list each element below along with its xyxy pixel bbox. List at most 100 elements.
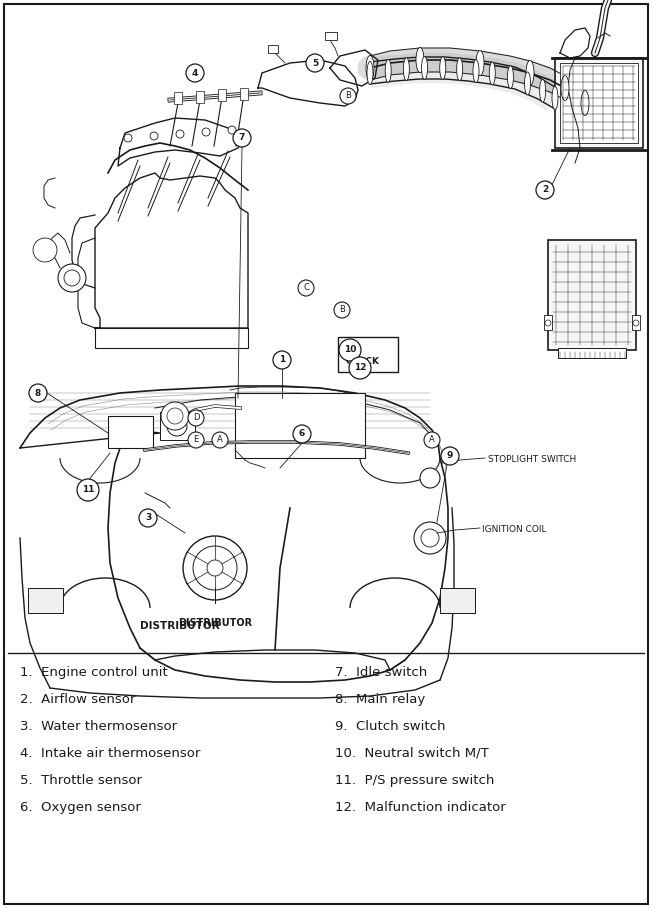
Circle shape xyxy=(441,447,459,465)
Circle shape xyxy=(293,425,311,443)
Circle shape xyxy=(161,402,189,430)
Text: A: A xyxy=(217,436,223,445)
Text: 3: 3 xyxy=(145,514,151,522)
Circle shape xyxy=(202,128,210,136)
Text: 6.  Oxygen sensor: 6. Oxygen sensor xyxy=(20,801,141,814)
Ellipse shape xyxy=(456,58,463,81)
Ellipse shape xyxy=(581,91,589,115)
Bar xyxy=(548,240,636,350)
Text: 7: 7 xyxy=(239,133,245,143)
Text: ⊕: ⊕ xyxy=(350,342,359,352)
Text: 4.  Intake air thermosensor: 4. Intake air thermosensor xyxy=(20,747,200,760)
Text: 12.  Malfunction indicator: 12. Malfunction indicator xyxy=(335,801,506,814)
Ellipse shape xyxy=(507,65,514,89)
Text: 6: 6 xyxy=(299,429,305,439)
Bar xyxy=(338,337,398,372)
Text: E: E xyxy=(194,436,199,445)
Circle shape xyxy=(228,126,236,134)
Bar xyxy=(558,348,626,358)
Ellipse shape xyxy=(422,56,428,80)
Text: 10.  Neutral switch M/T: 10. Neutral switch M/T xyxy=(335,747,489,760)
Circle shape xyxy=(340,88,356,104)
Text: 7.  Idle switch: 7. Idle switch xyxy=(335,666,427,679)
Circle shape xyxy=(167,408,183,424)
Text: 3.  Water thermosensor: 3. Water thermosensor xyxy=(20,720,177,733)
Circle shape xyxy=(339,339,361,361)
Circle shape xyxy=(124,134,132,142)
Ellipse shape xyxy=(489,62,496,85)
Text: C: C xyxy=(303,283,309,292)
Ellipse shape xyxy=(367,62,373,84)
Circle shape xyxy=(139,509,157,527)
Circle shape xyxy=(33,238,57,262)
Bar xyxy=(28,588,63,613)
Ellipse shape xyxy=(416,47,424,73)
Bar xyxy=(555,58,643,148)
Circle shape xyxy=(273,351,291,369)
Ellipse shape xyxy=(525,72,531,95)
Bar xyxy=(235,393,365,458)
Bar xyxy=(268,45,278,53)
Text: 11.  P/S pressure switch: 11. P/S pressure switch xyxy=(335,774,494,787)
Text: 9: 9 xyxy=(447,451,453,460)
Ellipse shape xyxy=(540,79,546,103)
Text: STOPLIGHT SWITCH: STOPLIGHT SWITCH xyxy=(488,456,576,465)
Text: 9.  Clutch switch: 9. Clutch switch xyxy=(335,720,445,733)
Bar xyxy=(174,92,182,104)
Text: A: A xyxy=(429,436,435,445)
Ellipse shape xyxy=(476,51,484,75)
Bar xyxy=(560,63,638,143)
Bar xyxy=(632,315,640,330)
Circle shape xyxy=(349,357,371,379)
Ellipse shape xyxy=(385,59,391,83)
Circle shape xyxy=(421,529,439,547)
Circle shape xyxy=(233,129,251,147)
Ellipse shape xyxy=(366,55,374,81)
Bar xyxy=(196,91,204,103)
Text: B: B xyxy=(339,305,345,314)
Circle shape xyxy=(150,132,158,140)
Text: 1: 1 xyxy=(279,356,285,364)
Circle shape xyxy=(424,432,440,448)
Bar xyxy=(325,32,337,40)
Circle shape xyxy=(77,479,99,501)
Circle shape xyxy=(29,384,47,402)
Circle shape xyxy=(58,264,86,292)
Text: 8: 8 xyxy=(35,389,41,398)
Ellipse shape xyxy=(552,86,558,110)
Circle shape xyxy=(183,536,247,600)
Circle shape xyxy=(334,302,350,318)
Bar xyxy=(160,412,195,440)
Circle shape xyxy=(188,432,204,448)
Text: 2: 2 xyxy=(542,185,548,194)
Text: 2.  Airflow sensor: 2. Airflow sensor xyxy=(20,693,136,706)
Text: DISTRIBUTOR: DISTRIBUTOR xyxy=(178,618,252,628)
Ellipse shape xyxy=(439,56,446,80)
Text: IGNITION COIL: IGNITION COIL xyxy=(482,526,546,535)
Text: DISTRIBUTOR: DISTRIBUTOR xyxy=(140,621,220,631)
Circle shape xyxy=(186,64,204,82)
Text: CHECK: CHECK xyxy=(346,357,380,366)
Bar xyxy=(108,416,153,448)
Text: 12: 12 xyxy=(354,363,366,372)
Circle shape xyxy=(207,560,223,576)
Circle shape xyxy=(633,320,639,326)
Text: 5.  Throttle sensor: 5. Throttle sensor xyxy=(20,774,142,787)
Text: 1.  Engine control unit: 1. Engine control unit xyxy=(20,666,168,679)
Circle shape xyxy=(167,416,187,436)
Circle shape xyxy=(176,130,184,138)
Circle shape xyxy=(536,181,554,199)
Circle shape xyxy=(545,320,551,326)
Circle shape xyxy=(64,270,80,286)
Ellipse shape xyxy=(473,60,479,83)
Text: 10: 10 xyxy=(344,346,356,354)
Bar xyxy=(544,315,552,330)
Circle shape xyxy=(420,468,440,488)
Bar xyxy=(240,87,248,100)
Text: D: D xyxy=(193,413,200,422)
Ellipse shape xyxy=(561,75,569,101)
Bar xyxy=(218,89,226,101)
Text: B: B xyxy=(345,92,351,101)
Ellipse shape xyxy=(526,61,534,85)
Text: 4: 4 xyxy=(192,68,198,77)
